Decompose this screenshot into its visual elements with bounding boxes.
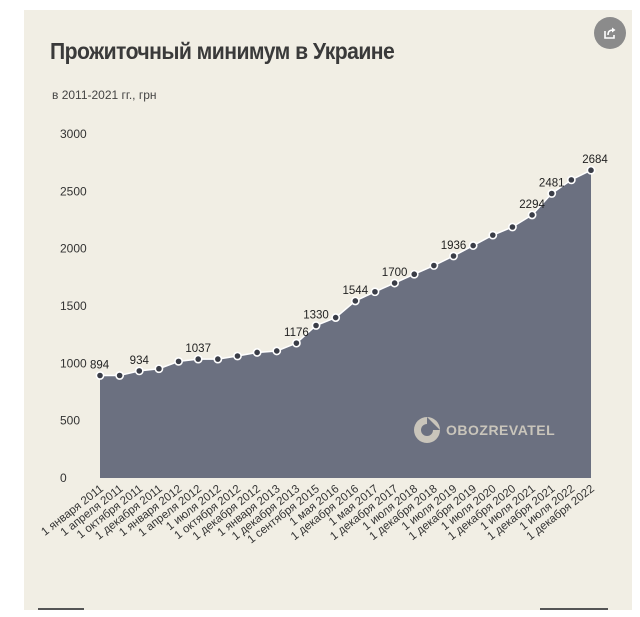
data-point[interactable] — [508, 222, 517, 232]
data-label: 894 — [90, 359, 110, 371]
chart-title: Прожиточный минимум в Украине — [50, 38, 395, 64]
data-point[interactable] — [193, 354, 203, 364]
y-tick-label: 2000 — [60, 242, 87, 256]
data-point[interactable] — [586, 165, 596, 175]
data-label: 1176 — [284, 327, 309, 339]
area-fill — [100, 170, 591, 478]
data-point[interactable] — [213, 354, 223, 364]
data-point[interactable] — [527, 210, 537, 220]
data-point[interactable] — [134, 366, 144, 376]
chart-subtitle: в 2011-2021 гг., грн — [52, 88, 157, 102]
data-point[interactable] — [370, 287, 380, 297]
obozrevatel-logo-icon — [414, 417, 440, 443]
data-label: 2294 — [519, 199, 545, 211]
y-tick-label: 500 — [60, 414, 80, 428]
data-point[interactable] — [547, 189, 557, 198]
data-point[interactable] — [409, 269, 419, 279]
data-point[interactable] — [233, 351, 242, 361]
watermark-text: OBOZREVATEL — [446, 422, 555, 438]
data-label: 934 — [130, 355, 150, 367]
data-point[interactable] — [272, 346, 282, 356]
data-point[interactable] — [291, 338, 301, 348]
y-tick-label: 0 — [60, 471, 67, 485]
data-label: 1544 — [343, 285, 369, 297]
data-point[interactable] — [350, 296, 360, 306]
data-point[interactable] — [488, 230, 498, 240]
y-axis: 0 500 1000 1500 2000 2500 3000 — [60, 127, 87, 485]
share-button[interactable] — [594, 17, 626, 49]
data-label: 1936 — [441, 240, 467, 252]
data-point[interactable] — [174, 356, 183, 366]
data-label: 1037 — [185, 343, 211, 355]
data-point[interactable] — [154, 364, 164, 374]
data-label: 2481 — [539, 178, 565, 190]
share-icon — [604, 27, 616, 39]
data-point[interactable] — [95, 371, 105, 380]
data-point[interactable] — [468, 241, 478, 250]
watermark: OBOZREVATEL — [414, 417, 555, 443]
data-point[interactable] — [566, 175, 576, 185]
data-labels: 894 934 1037 1176 1330 1544 1700 1936 2294 2481 26… — [90, 154, 608, 371]
data-label: 1330 — [303, 309, 329, 321]
data-point[interactable] — [252, 348, 262, 357]
data-point[interactable] — [429, 261, 439, 270]
y-tick-label: 1500 — [60, 299, 87, 313]
scroll-indicator-right — [540, 608, 608, 610]
points-layer — [95, 165, 596, 380]
y-tick-label: 1000 — [60, 356, 87, 370]
data-point[interactable] — [115, 371, 125, 380]
data-label: 2684 — [582, 154, 608, 166]
data-label: 1700 — [382, 267, 408, 279]
y-tick-label: 3000 — [60, 127, 87, 141]
data-point[interactable] — [449, 251, 458, 261]
y-tick-label: 2500 — [60, 184, 87, 198]
data-point[interactable] — [390, 278, 399, 288]
scroll-indicator-left — [38, 608, 84, 610]
data-point[interactable] — [331, 313, 341, 322]
data-point[interactable] — [311, 321, 321, 330]
